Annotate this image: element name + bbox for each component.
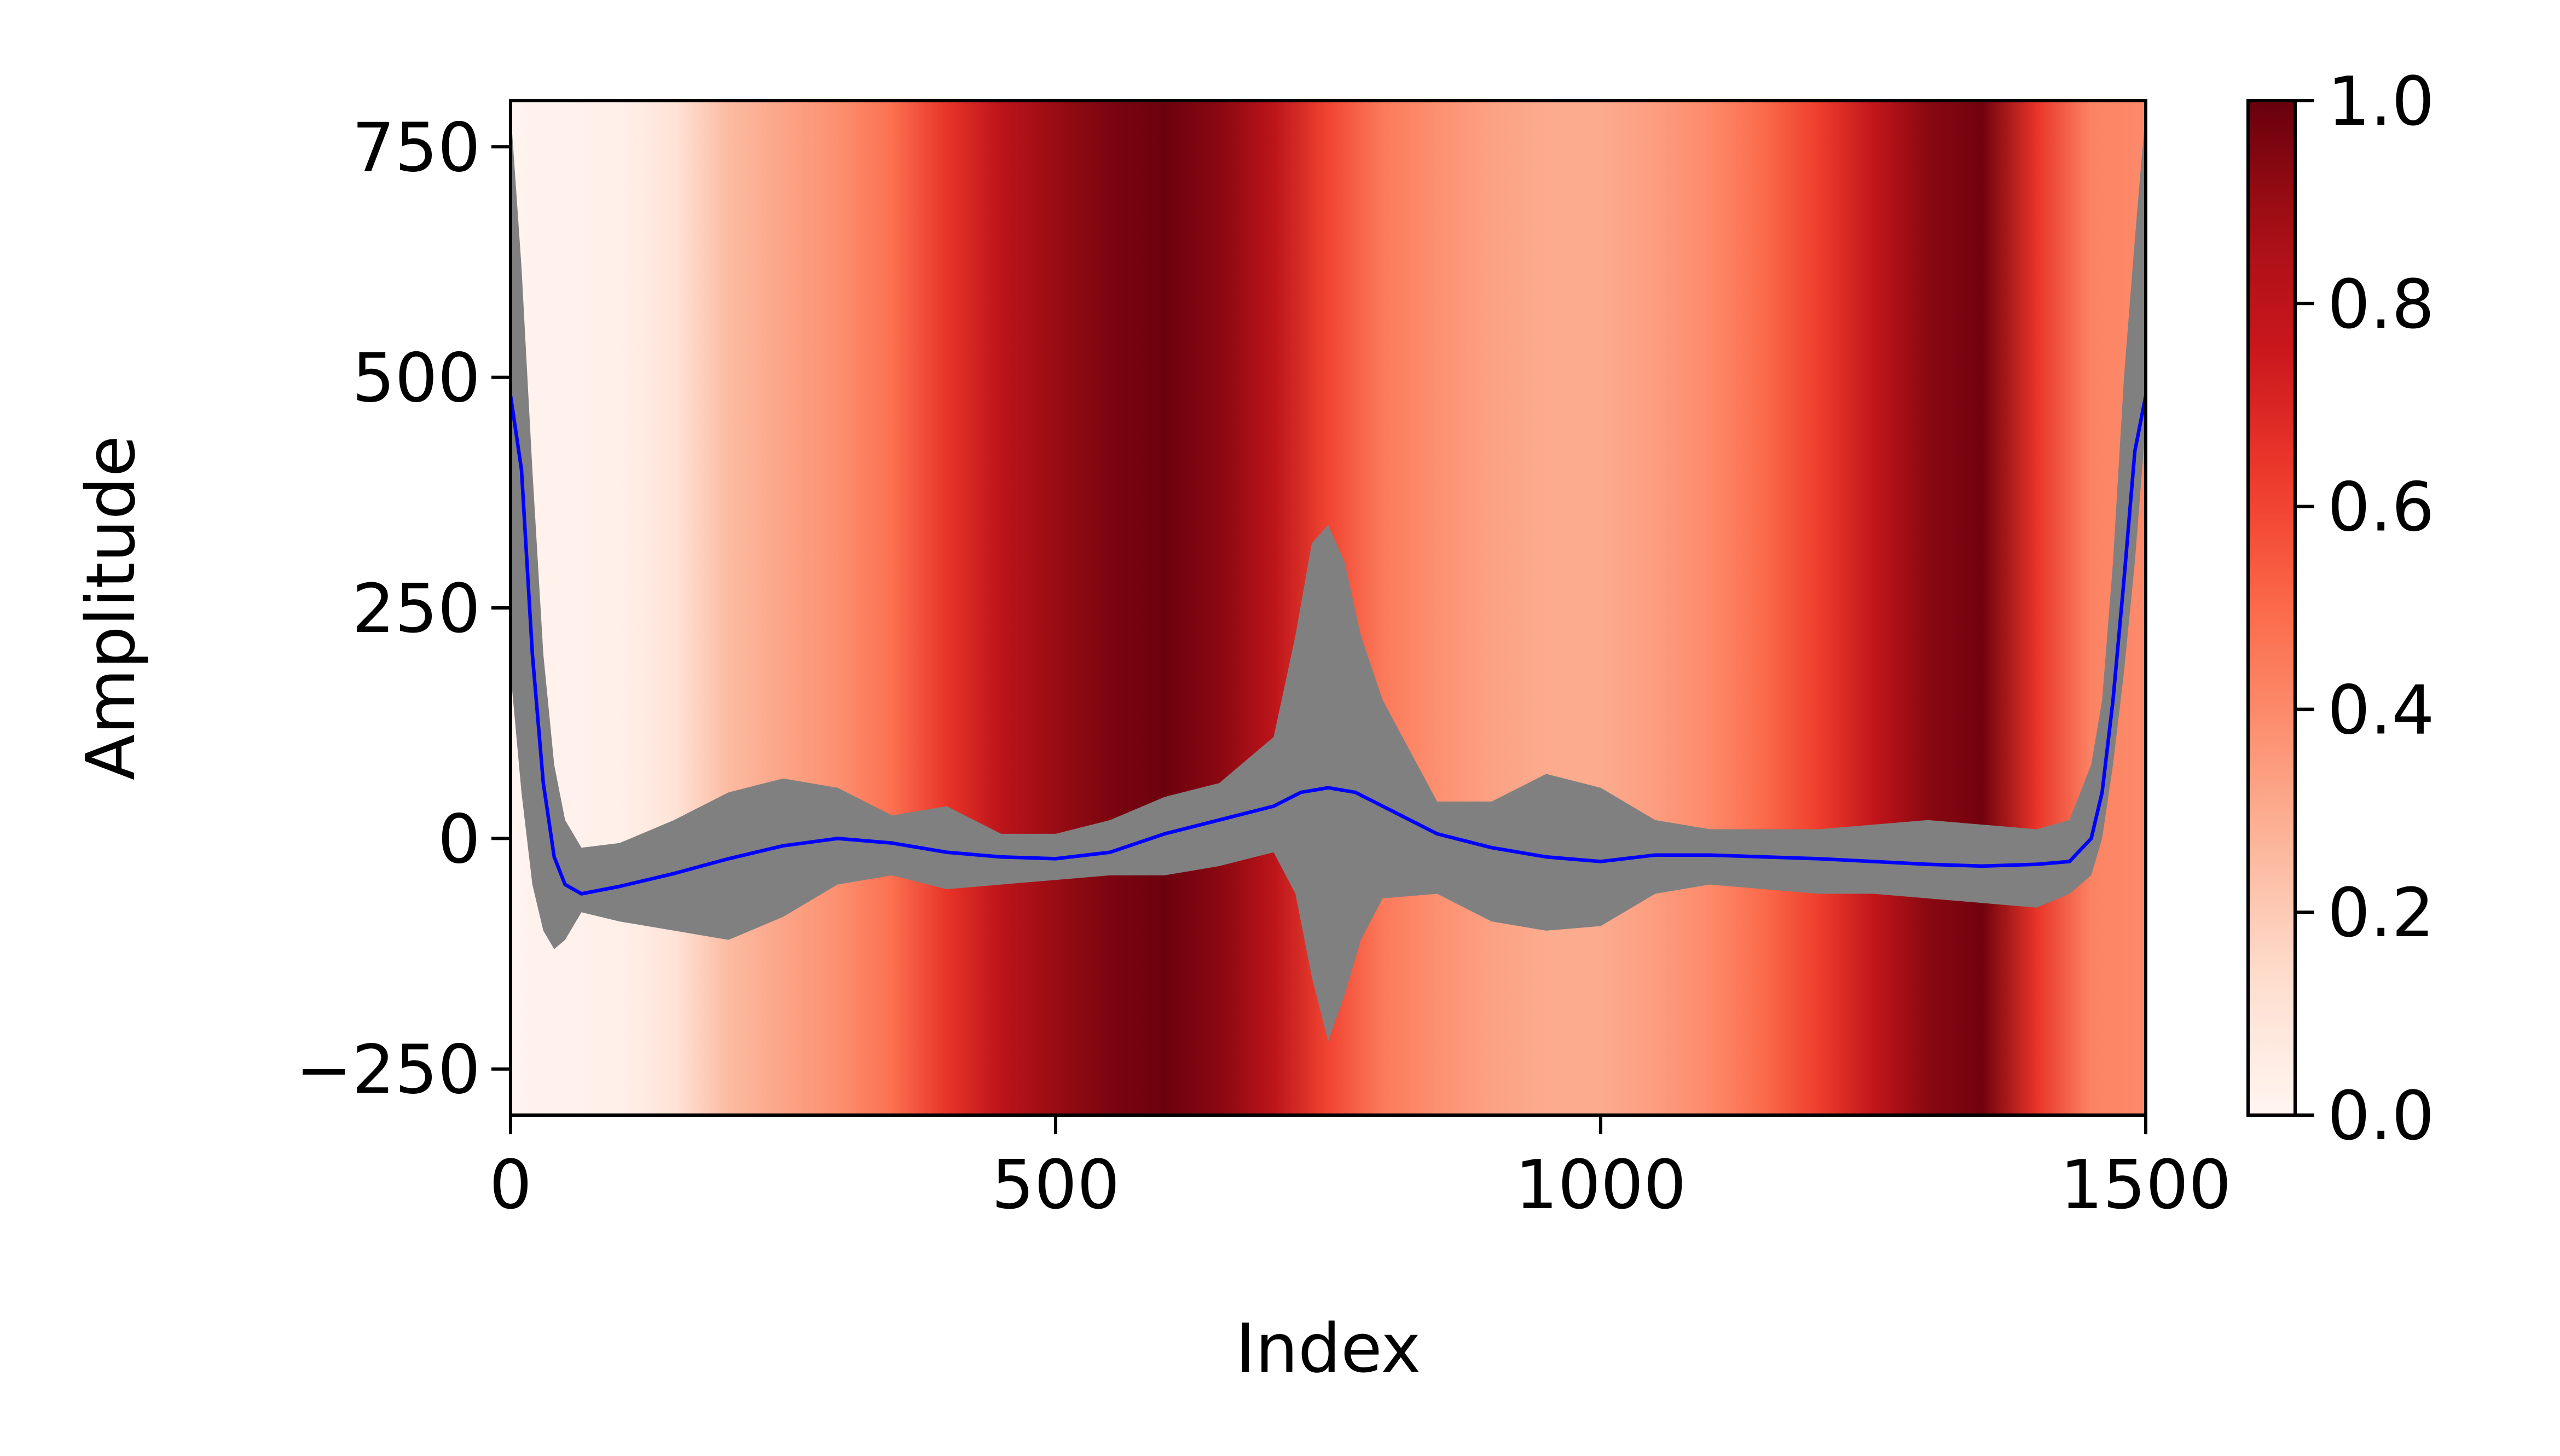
x-tick-label: 500 xyxy=(992,1146,1120,1225)
y-axis: −250 0 250 500 750 xyxy=(296,109,511,1110)
colorbar xyxy=(2248,101,2295,1115)
y-tick-label: 250 xyxy=(352,570,480,648)
y-tick-label: −250 xyxy=(296,1031,480,1110)
colorbar-tick-label: 0.2 xyxy=(2327,874,2435,953)
y-tick-label: 0 xyxy=(438,800,480,879)
x-axis-title: Index xyxy=(1236,1310,1421,1388)
x-axis: 0 500 1000 1500 xyxy=(489,1115,2232,1225)
x-tick-label: 1000 xyxy=(1515,1146,1686,1225)
y-tick-label: 500 xyxy=(352,340,480,418)
uncertainty-band xyxy=(511,109,2146,1042)
colorbar-tick-label: 1.0 xyxy=(2327,63,2435,141)
colorbar-tick-label: 0.8 xyxy=(2327,266,2435,344)
x-tick-label: 1500 xyxy=(2060,1146,2231,1225)
x-tick-label: 0 xyxy=(489,1146,532,1225)
colorbar-axis: 0.0 0.2 0.4 0.6 0.8 1.0 xyxy=(2295,63,2435,1156)
colorbar-tick-label: 0.6 xyxy=(2327,469,2435,547)
mean-line xyxy=(511,395,2146,896)
colorbar-tick-label: 0.0 xyxy=(2327,1077,2435,1156)
colorbar-frame xyxy=(2246,99,2297,1117)
y-axis-title: Amplitude xyxy=(72,436,150,780)
colorbar-tick-label: 0.4 xyxy=(2327,671,2435,750)
y-tick-label: 750 xyxy=(352,109,480,187)
